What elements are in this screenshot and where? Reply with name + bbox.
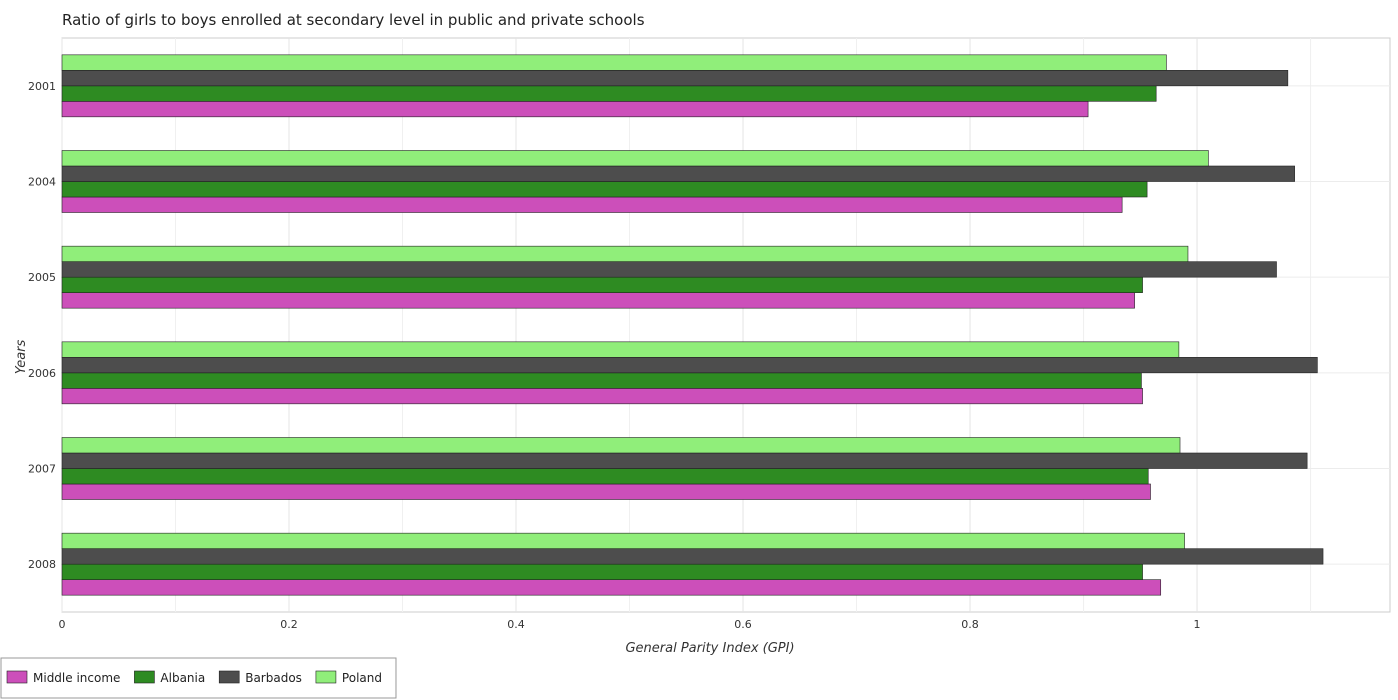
bar-poland-2004: [61, 150, 1209, 167]
bar-middle-income-2007: [61, 483, 1151, 500]
x-tick-label: 0.2: [280, 618, 298, 631]
x-tick-label: 1: [1194, 618, 1201, 631]
x-tick-label: 0.6: [734, 618, 752, 631]
x-tick-label: 0.4: [507, 618, 525, 631]
bar-poland-2005: [61, 245, 1189, 262]
bar-albania-2004: [61, 181, 1148, 198]
chart-title: Ratio of girls to boys enrolled at secon…: [62, 11, 645, 29]
bar-albania-2007: [61, 468, 1149, 485]
y-axis-label: Years: [14, 339, 29, 374]
legend-swatch-middle-income: [6, 670, 28, 684]
bar-albania-2005: [61, 276, 1143, 293]
y-tick-label: 2006: [28, 367, 56, 380]
bar-poland-2001: [61, 54, 1167, 71]
bar-poland-2006: [61, 341, 1180, 358]
bar-barbados-2004: [61, 165, 1295, 182]
x-tick-label: 0: [59, 618, 66, 631]
legend-label: Poland: [342, 671, 382, 685]
bar-albania-2008: [61, 563, 1143, 580]
bar-albania-2001: [61, 85, 1157, 102]
bar-barbados-2005: [61, 261, 1277, 278]
bar-middle-income-2001: [61, 101, 1089, 118]
y-tick-label: 2004: [28, 176, 56, 189]
legend-swatch-poland: [315, 670, 337, 684]
legend-label: Barbados: [245, 671, 302, 685]
bar-barbados-2001: [61, 70, 1289, 87]
bar-barbados-2007: [61, 452, 1308, 469]
bar-middle-income-2008: [61, 579, 1162, 596]
bar-albania-2006: [61, 372, 1142, 389]
bar-barbados-2006: [61, 357, 1318, 374]
x-axis-label: General Parity Index (GPI): [625, 641, 794, 656]
y-tick-label: 2007: [28, 463, 56, 476]
legend-swatch-albania: [134, 670, 155, 684]
x-tick-label: 0.8: [961, 618, 979, 631]
bar-middle-income-2004: [61, 196, 1123, 213]
y-tick-label: 2008: [28, 558, 56, 571]
y-tick-label: 2005: [28, 271, 56, 284]
y-tick-label: 2001: [28, 80, 56, 93]
bar-poland-2008: [61, 532, 1185, 549]
bar-middle-income-2005: [61, 292, 1135, 309]
plot-frame: [61, 37, 1391, 613]
legend-label: Middle income: [33, 671, 120, 685]
plot-area: 0 0.2 0.4 0.6 0.8 1 2001 2004 2005 2006 2007 2008: [28, 37, 1391, 631]
bar-middle-income-2006: [61, 388, 1143, 405]
legend-swatch-barbados: [218, 670, 240, 684]
bar-barbados-2008: [61, 548, 1324, 565]
legend: Middle income Albania Barbados Poland: [0, 657, 397, 699]
legend-label: Albania: [160, 671, 205, 685]
bar-poland-2007: [61, 437, 1181, 454]
